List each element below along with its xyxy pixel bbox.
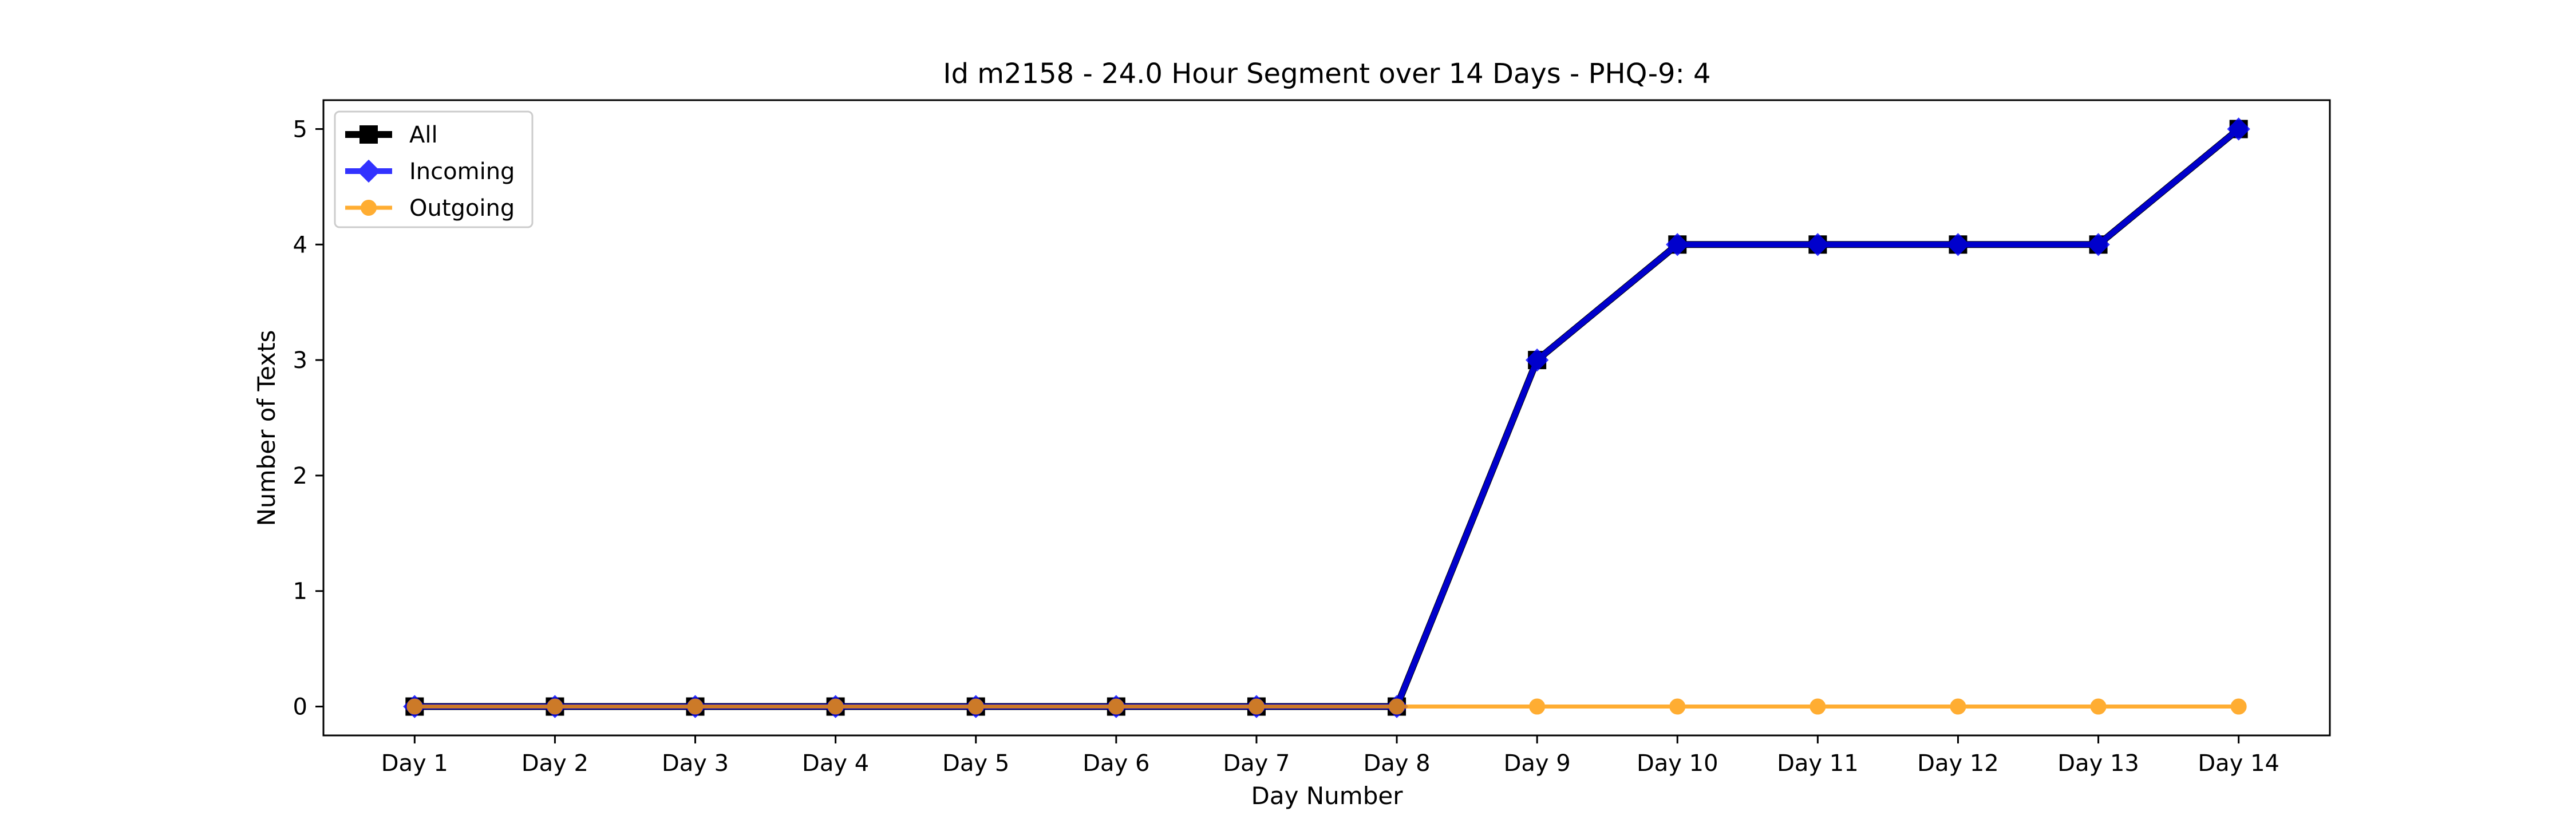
series-line-all bbox=[414, 126, 2241, 710]
x-tick-label: Day 2 bbox=[521, 750, 588, 777]
data-point-incoming bbox=[1806, 233, 1830, 256]
legend: All Incoming Outgoing bbox=[334, 110, 534, 228]
legend-swatch-all bbox=[345, 125, 392, 144]
data-point-outgoing bbox=[2090, 698, 2107, 715]
legend-swatch-outgoing bbox=[345, 200, 392, 216]
legend-marker-incoming bbox=[357, 159, 381, 183]
x-tick-label: Day 4 bbox=[802, 750, 869, 777]
y-tick-label: 1 bbox=[293, 579, 307, 605]
x-tick-label: Day 6 bbox=[1082, 750, 1149, 777]
x-tick-label: Day 8 bbox=[1363, 750, 1430, 777]
legend-swatch-incoming bbox=[345, 159, 392, 183]
data-point-outgoing bbox=[1809, 698, 1826, 715]
series-incoming bbox=[403, 117, 2250, 718]
series-outgoing bbox=[406, 698, 2247, 715]
x-tick-label: Day 14 bbox=[2198, 750, 2279, 777]
data-point-outgoing bbox=[1248, 698, 1265, 715]
data-point-incoming bbox=[2087, 233, 2110, 256]
y-tick-label: 4 bbox=[293, 232, 307, 258]
data-point-outgoing bbox=[1950, 698, 1966, 715]
chart-title: Id m2158 - 24.0 Hour Segment over 14 Day… bbox=[943, 58, 1710, 90]
x-tick-label: Day 10 bbox=[1637, 750, 1718, 777]
series-all bbox=[405, 120, 2248, 716]
data-point-outgoing bbox=[827, 698, 844, 715]
y-tick-label: 0 bbox=[293, 694, 307, 721]
data-point-outgoing bbox=[1389, 698, 1405, 715]
data-point-outgoing bbox=[1669, 698, 1686, 715]
x-tick-label: Day 1 bbox=[381, 750, 448, 777]
plot-frame bbox=[322, 99, 2331, 737]
y-tick-label: 5 bbox=[293, 116, 307, 143]
data-point-outgoing bbox=[2230, 698, 2247, 715]
x-tick-label: Day 5 bbox=[942, 750, 1009, 777]
series-line-incoming bbox=[414, 126, 2241, 710]
data-point-incoming bbox=[1946, 233, 1970, 256]
x-tick-label: Day 9 bbox=[1504, 750, 1571, 777]
x-tick-label: Day 12 bbox=[1917, 750, 1999, 777]
data-point-incoming bbox=[1525, 348, 1549, 372]
y-tick-label: 3 bbox=[293, 347, 307, 374]
plot-area: Day 1 Day 2 Day 3 Day 4 Day 5 Day 6 Day 7 Day 8… bbox=[293, 99, 2331, 777]
legend-marker-outgoing bbox=[361, 200, 377, 216]
x-tick-label: Day 13 bbox=[2057, 750, 2139, 777]
legend-label-all: All bbox=[409, 122, 438, 148]
y-axis-label: Number of Texts bbox=[252, 330, 280, 527]
legend-label-outgoing: Outgoing bbox=[409, 195, 515, 221]
data-point-outgoing bbox=[1108, 698, 1124, 715]
x-tick-label: Day 7 bbox=[1223, 750, 1290, 777]
x-tick-label: Day 3 bbox=[662, 750, 729, 777]
legend-label-incoming: Incoming bbox=[409, 159, 515, 185]
legend-box bbox=[334, 110, 534, 228]
x-axis-label: Day Number bbox=[1251, 782, 1403, 810]
x-tick-label: Day 11 bbox=[1777, 750, 1859, 777]
y-tick-label: 2 bbox=[293, 463, 307, 489]
data-point-incoming bbox=[2227, 117, 2250, 141]
data-point-outgoing bbox=[547, 698, 563, 715]
data-point-outgoing bbox=[406, 698, 423, 715]
data-point-outgoing bbox=[687, 698, 704, 715]
legend-marker-all bbox=[359, 125, 378, 144]
data-point-outgoing bbox=[967, 698, 984, 715]
data-point-outgoing bbox=[1529, 698, 1546, 715]
data-point-incoming bbox=[1666, 233, 1689, 256]
